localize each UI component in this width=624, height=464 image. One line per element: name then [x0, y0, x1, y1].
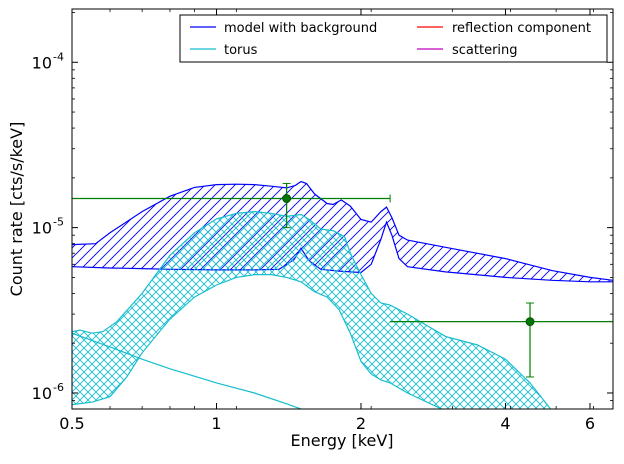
- y-tick-exponent: -5: [53, 216, 64, 229]
- y-tick-label: 10: [32, 384, 52, 403]
- x-axis-label: Energy [keV]: [290, 431, 393, 450]
- data-point-marker: [525, 317, 535, 327]
- band-upper-0: [72, 180, 613, 281]
- axis-labels: Energy [keV] Count rate [cts/s/keV]: [7, 122, 394, 450]
- legend-label-model: model with background: [224, 21, 377, 36]
- axes: 0.5 1 2 4 610-610-510-4: [32, 8, 614, 433]
- plot-frame: [71, 8, 614, 410]
- data-point-1: [390, 302, 613, 378]
- band-lower-1: [72, 274, 444, 409]
- band-fill-1: [72, 211, 551, 409]
- y-tick-exponent: -4: [53, 50, 64, 63]
- data-point-0: [72, 182, 391, 229]
- y-tick-label: 10: [32, 219, 52, 238]
- x-tick-label: 6: [585, 414, 595, 433]
- x-tick-label: 4: [500, 414, 510, 433]
- legend-label-torus: torus: [224, 43, 258, 58]
- plot-area: [72, 180, 613, 409]
- legend-box: [179, 14, 608, 63]
- series-line-0: [72, 332, 302, 409]
- x-tick-label: 0.5: [59, 414, 84, 433]
- y-tick-exponent: -6: [53, 381, 64, 394]
- x-tick-label: 1: [211, 414, 221, 433]
- legend-label-scattering: scattering: [452, 43, 518, 58]
- legend: model with background reflection compone…: [179, 14, 608, 63]
- data-point-marker: [282, 194, 292, 203]
- y-tick-label: 10: [32, 53, 52, 72]
- x-tick-label: 2: [356, 414, 366, 433]
- y-axis-label: Count rate [cts/s/keV]: [7, 122, 26, 297]
- legend-label-reflection: reflection component: [452, 21, 591, 36]
